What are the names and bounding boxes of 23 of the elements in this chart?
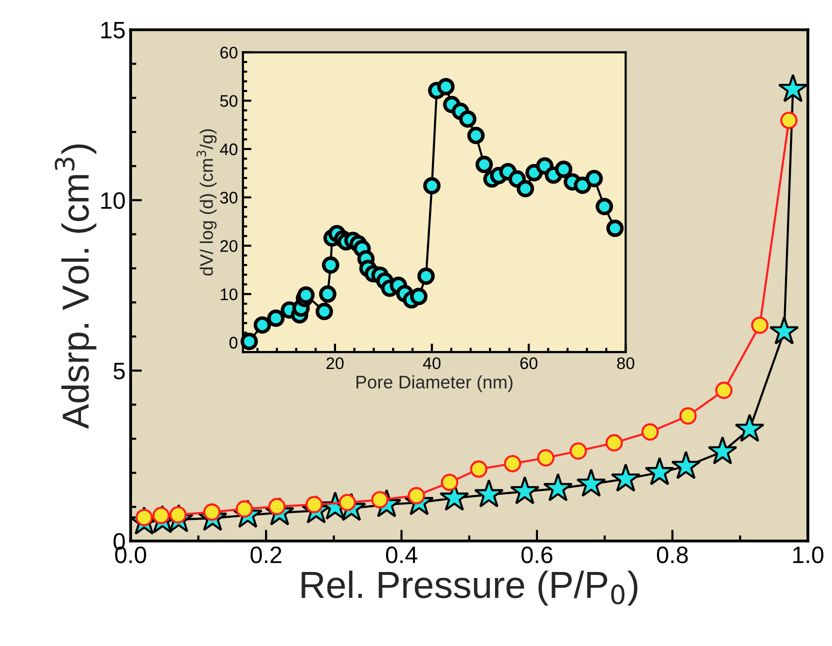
y-tick-label: 5 [114, 362, 125, 380]
y-tick-label: 20 [220, 240, 238, 252]
y-tick-label: 15 [101, 22, 125, 39]
x-axis-title: Rel. Pressure (P/P$_{0}$) [302, 570, 638, 606]
y-tick-label: 0 [229, 336, 238, 349]
x-tick-label: 0.2 [250, 546, 282, 564]
y-tick-label: 40 [220, 143, 238, 156]
x-tick-label: 60 [520, 357, 538, 370]
y-tick-label: 50 [220, 95, 238, 107]
x-tick-label: 0.8 [656, 546, 688, 564]
y-axis-title: Adsrp. Vol. (cm$^{3}$) [54, 144, 96, 429]
x-tick-label: 1.0 [793, 546, 824, 564]
y-tick-label: 30 [220, 192, 238, 204]
x-tick-label: 0.6 [521, 546, 552, 564]
y-axis-title: dV/ log (d) (cm$^{3}$/g) [196, 129, 217, 276]
x-axis-title: Pore Diameter (nm) [356, 375, 512, 392]
y-tick-label: 10 [101, 192, 125, 209]
y-tick-label: 60 [220, 46, 238, 59]
x-tick-label: 80 [617, 357, 634, 370]
y-tick-label: 10 [220, 288, 238, 300]
x-tick-label: 40 [422, 357, 440, 370]
x-tick-label: 0.4 [386, 546, 418, 564]
x-tick-label: 20 [326, 357, 344, 370]
